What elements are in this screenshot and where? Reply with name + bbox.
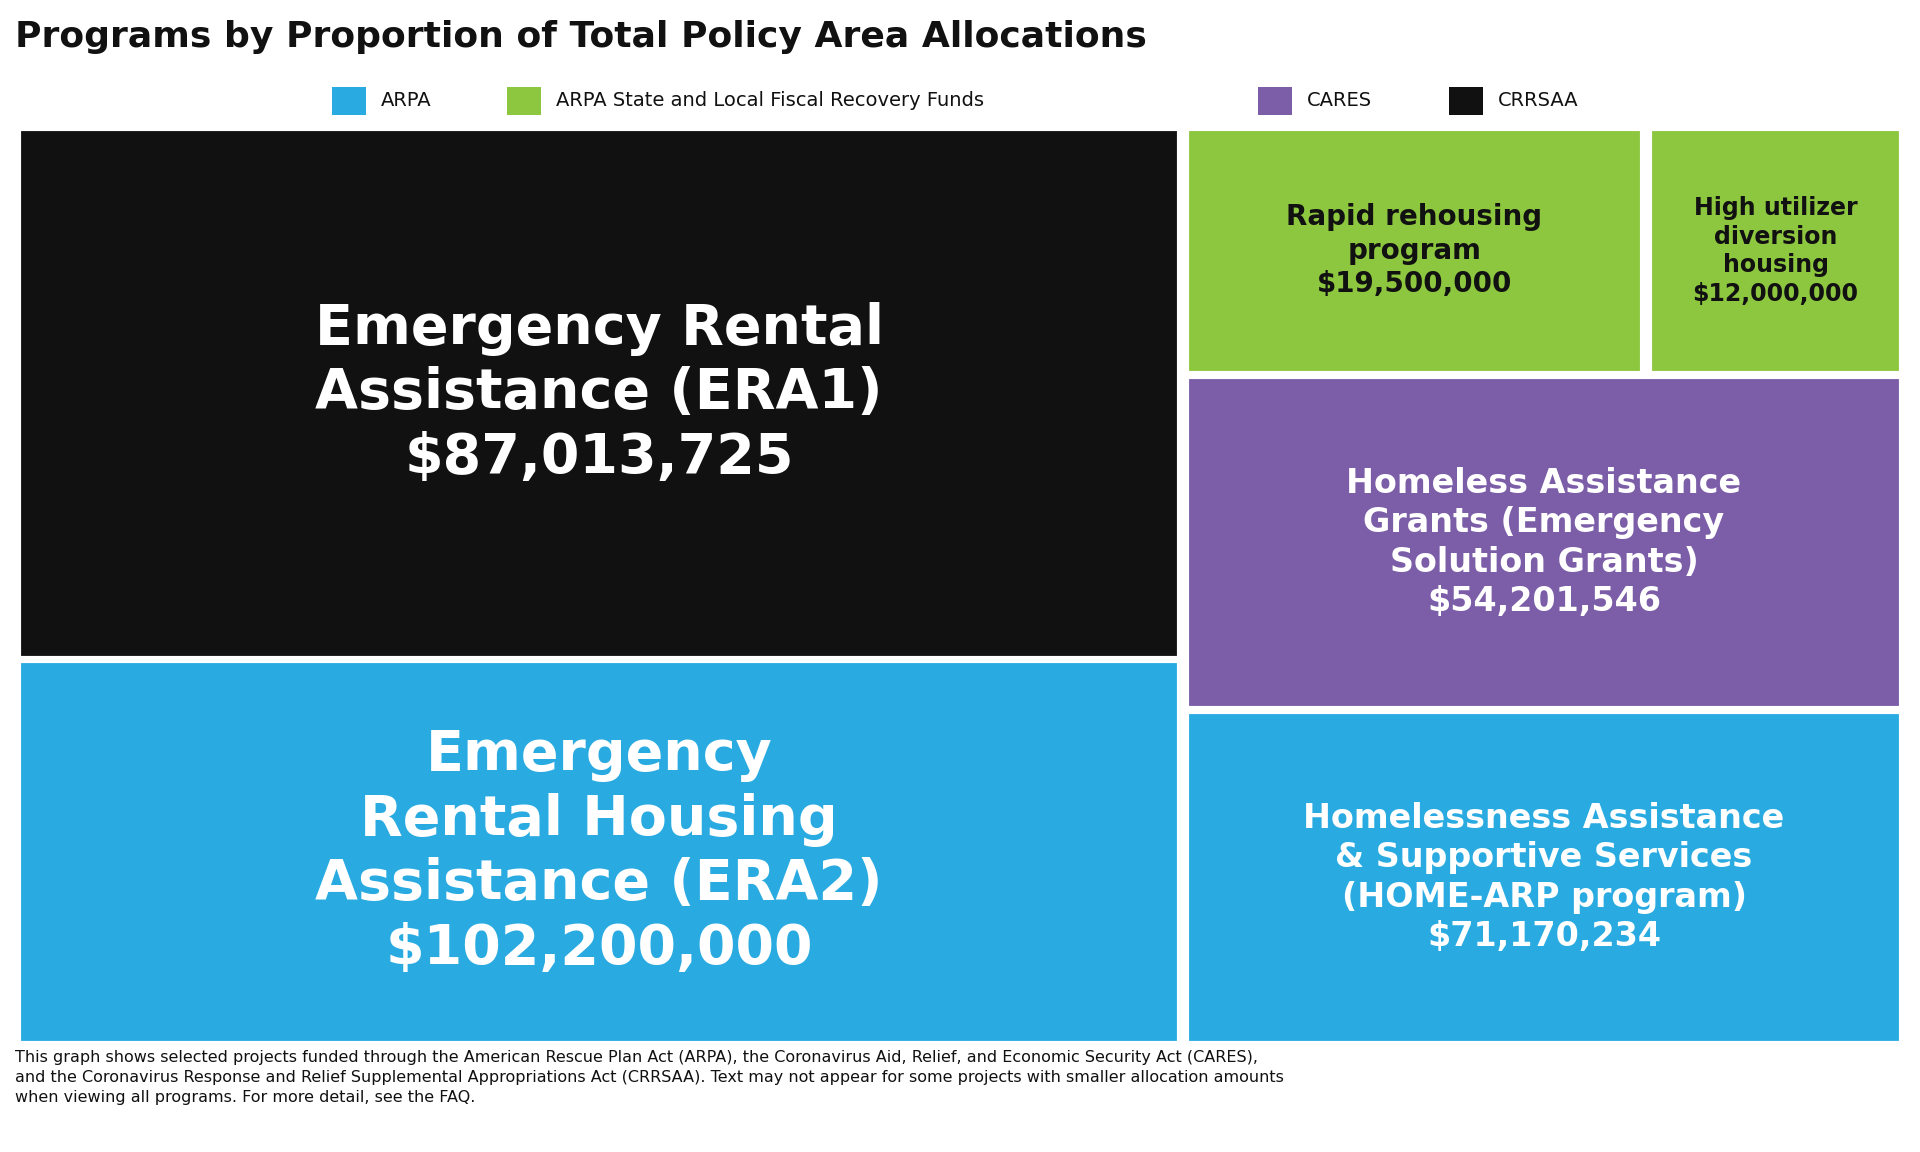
- Text: ARPA State and Local Fiscal Recovery Funds: ARPA State and Local Fiscal Recovery Fun…: [557, 91, 985, 111]
- Text: CARES: CARES: [1308, 91, 1373, 111]
- Text: CRRSAA: CRRSAA: [1498, 91, 1578, 111]
- Bar: [1649, 129, 1901, 373]
- Text: ARPA: ARPA: [380, 91, 432, 111]
- Text: This graph shows selected projects funded through the American Rescue Plan Act (: This graph shows selected projects funde…: [15, 1051, 1284, 1105]
- Bar: [1448, 86, 1482, 115]
- Bar: [1187, 129, 1642, 373]
- Bar: [507, 86, 541, 115]
- Text: Homelessness Assistance
& Supportive Services
(HOME-ARP program)
$71,170,234: Homelessness Assistance & Supportive Ser…: [1304, 802, 1784, 953]
- Text: Emergency
Rental Housing
Assistance (ERA2)
$102,200,000: Emergency Rental Housing Assistance (ERA…: [315, 728, 883, 976]
- Bar: [332, 86, 365, 115]
- Text: Rapid rehousing
program
$19,500,000: Rapid rehousing program $19,500,000: [1286, 204, 1542, 298]
- Bar: [19, 661, 1179, 1044]
- Text: Emergency Rental
Assistance (ERA1)
$87,013,725: Emergency Rental Assistance (ERA1) $87,0…: [315, 302, 883, 485]
- Bar: [1187, 712, 1901, 1044]
- Text: Programs by Proportion of Total Policy Area Allocations: Programs by Proportion of Total Policy A…: [15, 21, 1146, 54]
- Text: Homeless Assistance
Grants (Emergency
Solution Grants)
$54,201,546: Homeless Assistance Grants (Emergency So…: [1346, 467, 1741, 619]
- Bar: [1187, 377, 1901, 708]
- Bar: [19, 129, 1179, 658]
- Text: High utilizer
diversion
housing
$12,000,000: High utilizer diversion housing $12,000,…: [1693, 196, 1859, 306]
- Bar: [1258, 86, 1292, 115]
